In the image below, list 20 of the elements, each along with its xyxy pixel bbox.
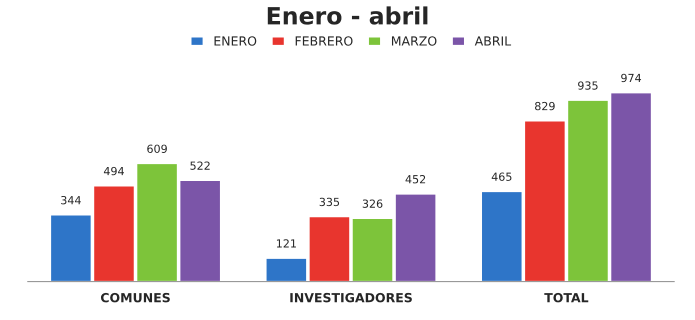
data-label: 494 <box>104 166 124 176</box>
legend-label: FEBRERO <box>296 36 353 46</box>
data-label: 335 <box>320 198 340 206</box>
x-tick-label: INVESTIGADORES <box>290 292 412 302</box>
chart-title: Enero - abril <box>268 6 428 25</box>
data-label: 935 <box>578 81 598 90</box>
legend-label: ABRIL <box>474 36 512 46</box>
data-label: 344 <box>61 196 81 204</box>
data-label: 974 <box>621 74 642 82</box>
data-label: 121 <box>276 239 296 248</box>
data-label: 829 <box>535 102 555 110</box>
x-tick-label: TOTAL <box>544 292 588 302</box>
legend-label: MARZO <box>392 36 436 46</box>
data-label: 609 <box>147 144 167 153</box>
x-tick-label: COMUNES <box>100 292 170 302</box>
legend-label: ENERO <box>214 36 256 46</box>
data-label: 326 <box>362 199 382 208</box>
data-label: 465 <box>492 172 512 181</box>
data-label: 452 <box>406 175 426 184</box>
data-label: 522 <box>190 161 210 170</box>
